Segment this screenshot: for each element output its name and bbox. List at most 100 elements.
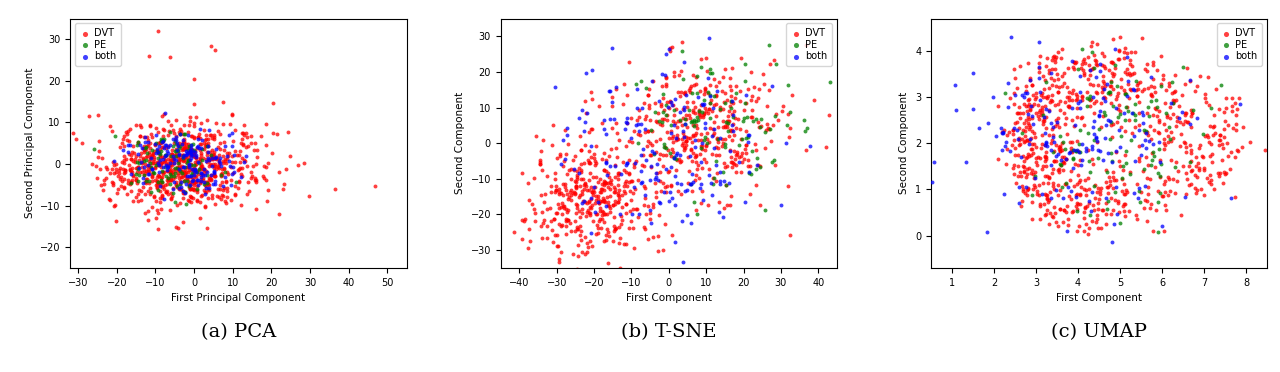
DVT — [699, 106, 719, 112]
DVT — [1019, 96, 1039, 102]
DVT — [713, 74, 733, 80]
DVT — [1120, 86, 1140, 92]
DVT — [96, 164, 116, 170]
DVT — [556, 218, 576, 224]
DVT — [553, 203, 573, 209]
DVT — [575, 180, 595, 186]
DVT — [684, 132, 704, 138]
DVT — [1046, 102, 1066, 108]
both — [649, 98, 669, 104]
DVT — [719, 202, 740, 208]
DVT — [141, 154, 161, 160]
DVT — [700, 100, 721, 106]
DVT — [155, 145, 175, 151]
DVT — [1180, 158, 1201, 164]
DVT — [92, 187, 113, 193]
DVT — [223, 138, 243, 144]
DVT — [134, 191, 155, 197]
both — [675, 188, 695, 194]
DVT — [1175, 81, 1196, 87]
DVT — [1029, 109, 1050, 115]
DVT — [687, 125, 708, 131]
DVT — [175, 146, 196, 152]
PE — [1129, 188, 1149, 194]
PE — [150, 151, 170, 157]
DVT — [1025, 144, 1046, 150]
DVT — [558, 207, 579, 213]
DVT — [160, 177, 180, 183]
DVT — [1044, 209, 1065, 215]
DVT — [1016, 137, 1037, 142]
DVT — [214, 166, 234, 171]
DVT — [218, 194, 238, 200]
DVT — [585, 197, 605, 203]
DVT — [189, 157, 210, 163]
DVT — [99, 196, 119, 202]
DVT — [664, 120, 685, 126]
DVT — [626, 206, 646, 212]
PE — [184, 147, 205, 153]
DVT — [204, 152, 224, 158]
DVT — [648, 248, 668, 254]
PE — [1139, 113, 1160, 119]
DVT — [1050, 148, 1070, 154]
both — [141, 155, 161, 161]
DVT — [730, 126, 750, 132]
DVT — [759, 87, 780, 93]
DVT — [641, 128, 662, 134]
DVT — [184, 166, 205, 171]
PE — [1148, 199, 1169, 205]
DVT — [166, 164, 187, 170]
both — [175, 148, 196, 154]
DVT — [557, 209, 577, 215]
DVT — [692, 112, 713, 118]
DVT — [173, 219, 193, 225]
DVT — [579, 198, 599, 204]
DVT — [700, 125, 721, 131]
DVT — [129, 157, 150, 163]
DVT — [1037, 207, 1057, 213]
DVT — [657, 183, 677, 189]
both — [1093, 86, 1114, 92]
both — [1107, 212, 1128, 218]
DVT — [691, 137, 712, 143]
both — [157, 163, 178, 169]
DVT — [150, 195, 170, 201]
both — [180, 152, 201, 158]
PE — [179, 183, 200, 189]
DVT — [122, 156, 142, 162]
both — [198, 157, 219, 163]
DVT — [1100, 182, 1120, 188]
both — [635, 192, 655, 198]
DVT — [1216, 105, 1236, 111]
DVT — [650, 178, 671, 184]
DVT — [1070, 192, 1091, 198]
DVT — [220, 121, 241, 126]
both — [1036, 106, 1056, 112]
PE — [160, 181, 180, 187]
DVT — [132, 159, 152, 165]
DVT — [159, 162, 179, 168]
both — [746, 162, 767, 168]
DVT — [571, 167, 591, 173]
DVT — [678, 87, 699, 93]
DVT — [1062, 90, 1083, 96]
DVT — [1051, 46, 1071, 52]
DVT — [561, 187, 581, 193]
DVT — [566, 185, 586, 190]
DVT — [763, 122, 783, 128]
DVT — [1010, 141, 1030, 147]
DVT — [685, 104, 705, 110]
DVT — [614, 81, 635, 87]
PE — [672, 48, 692, 54]
both — [1102, 159, 1123, 165]
PE — [140, 160, 160, 166]
DVT — [1082, 218, 1102, 224]
DVT — [627, 206, 648, 212]
DVT — [123, 171, 143, 177]
PE — [1158, 124, 1179, 130]
DVT — [173, 157, 193, 163]
DVT — [579, 129, 599, 135]
DVT — [147, 180, 168, 186]
DVT — [1025, 96, 1046, 102]
